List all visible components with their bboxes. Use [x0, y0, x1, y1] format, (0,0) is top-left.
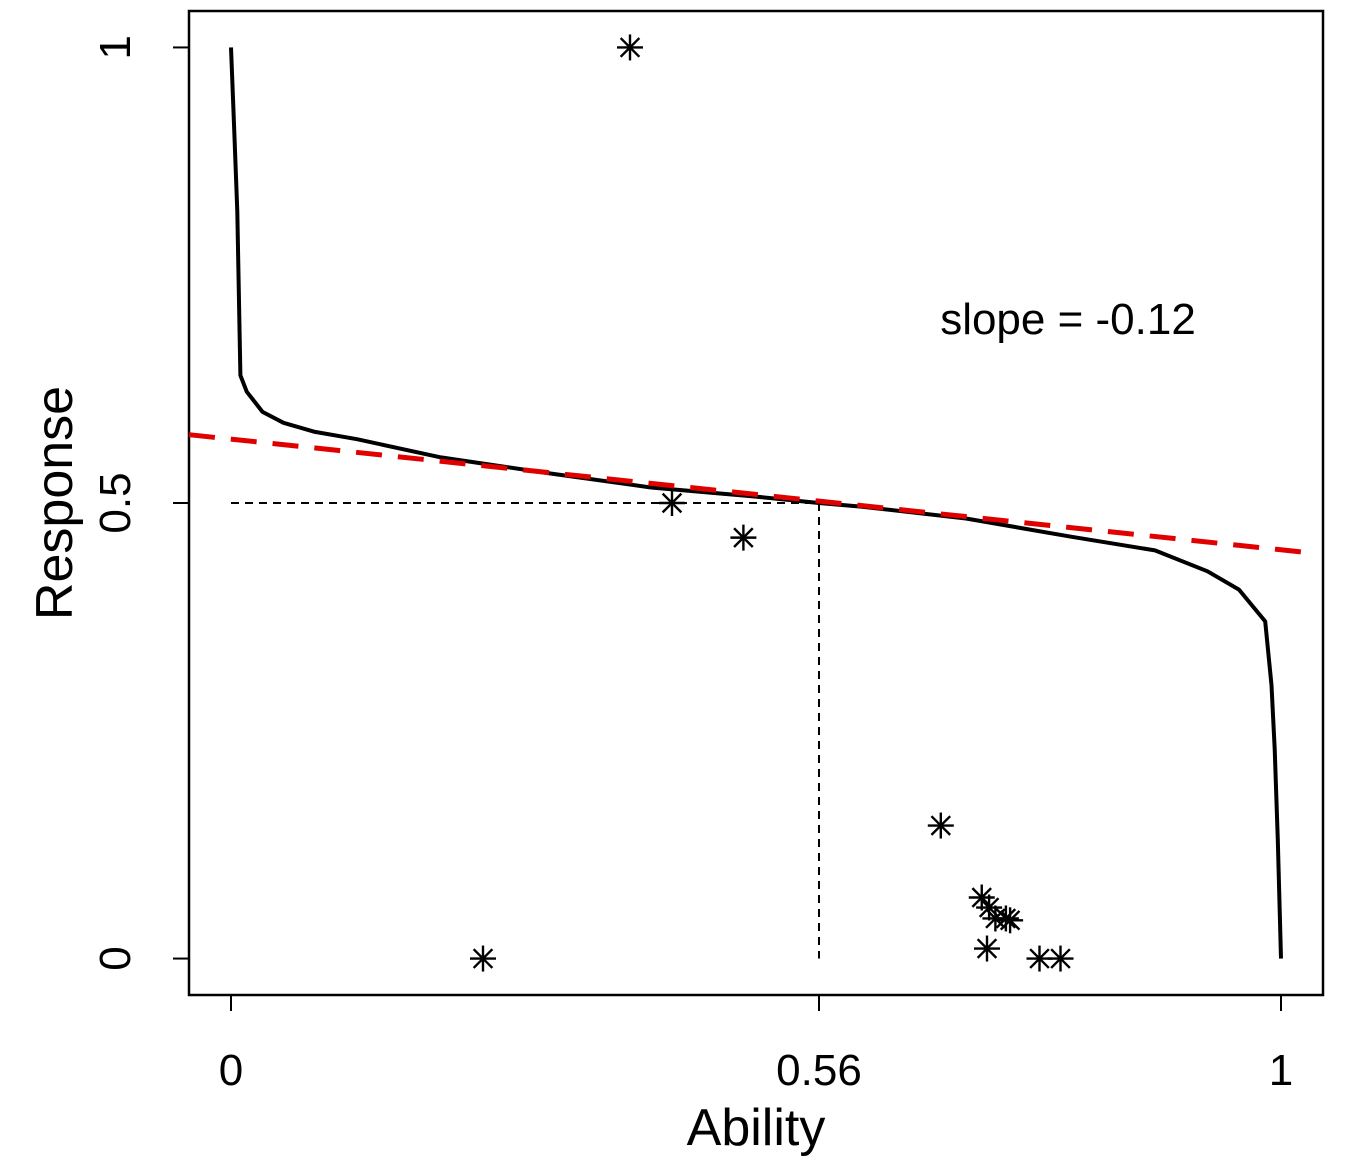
reference-lines [231, 502, 820, 959]
data-point [470, 945, 496, 972]
data-point [1047, 945, 1074, 972]
linear-fit-line [188, 432, 1313, 556]
slope-annotation: slope = -0.12 [940, 295, 1196, 344]
y-axis: 00.51 [91, 35, 190, 971]
data-point [974, 935, 1000, 962]
x-tick-label: 1 [1269, 1046, 1293, 1095]
data-point [617, 34, 643, 61]
series-layer [188, 34, 1313, 972]
data-point [997, 907, 1024, 934]
x-axis: 0 0.56 1 [219, 994, 1293, 1095]
x-tick-label: 0.56 [776, 1046, 862, 1095]
y-tick-label: 1 [91, 35, 140, 59]
data-point [659, 490, 685, 516]
data-point [730, 524, 757, 551]
y-axis-label: Response [26, 386, 84, 620]
y-tick-label: 0.5 [91, 472, 140, 533]
data-point [992, 905, 1019, 932]
x-tick-label: 0 [219, 1046, 243, 1095]
x-axis-label: Ability [687, 1099, 826, 1157]
y-tick-label: 0 [91, 946, 140, 970]
data-point [927, 812, 954, 839]
